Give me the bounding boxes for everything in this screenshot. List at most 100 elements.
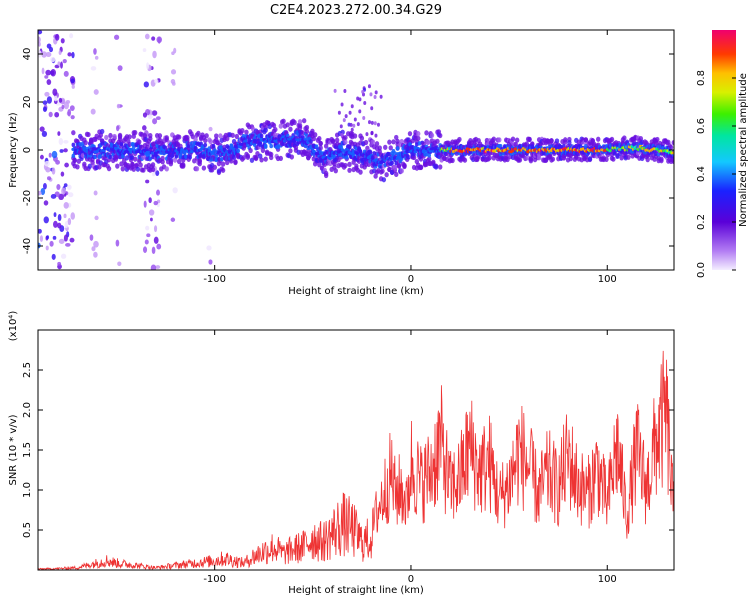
signal-halo [411,154,417,161]
signal-halo [240,127,245,134]
y-tick-label: 1.0 [22,482,33,498]
signal-halo [510,136,516,142]
noise-dot [63,183,68,188]
signal-halo [185,135,190,141]
signal-halo [203,137,208,144]
spectrogram-x-label: Height of straight line (km) [288,286,424,297]
signal-halo [438,164,443,170]
noise-dot [153,200,159,206]
signal-halo [127,134,132,140]
signal-band [269,143,274,149]
signal-halo [416,135,421,141]
outlier-dot [373,121,377,126]
outlier-dot [343,88,347,93]
noise-dot [90,66,97,71]
noise-dot [63,213,67,219]
signal-halo [370,139,376,145]
noise-dot [143,200,147,208]
noise-dot [40,187,46,196]
signal-halo [132,156,138,162]
snr-panel: -100 0 100 0.5 1.0 1.5 2.0 2.5 Height of strai… [8,311,675,596]
signal-halo [407,131,413,137]
outlier-dot [356,96,360,101]
outlier-dot [352,123,356,128]
noise-dot [147,114,153,120]
noise-dot [170,217,176,222]
outlier-dot [374,90,378,95]
signal-band [100,141,104,146]
outlier-dot [361,89,365,94]
signal-halo [587,156,593,162]
colorbar-ticks: 0.0 0.2 0.4 0.6 0.8 [696,70,736,278]
signal-halo [380,168,385,174]
noise-dot [57,213,62,222]
signal-halo [383,144,388,150]
signal-band [184,154,188,159]
signal-halo [137,139,142,145]
signal-halo [388,145,393,151]
outlier-dot [342,118,346,123]
signal-halo [225,159,230,166]
noise-dot [142,125,147,131]
signal-halo [86,131,91,138]
signal-halo [127,141,132,148]
signal-halo [333,168,338,174]
signal-halo [659,156,664,162]
signal-halo [472,152,477,159]
signal-halo [157,133,163,139]
signal-halo [671,158,674,165]
signal-halo [196,130,201,136]
outlier-dot [353,117,357,122]
signal-halo [269,151,274,158]
noise-dot [155,170,160,177]
signal-halo [285,122,290,128]
spectrogram-marks [38,30,674,270]
signal-core [671,151,674,155]
noise-dot [90,108,96,115]
outlier-dot [365,132,369,137]
signal-halo [97,164,102,170]
noise-dot [58,97,63,103]
colorbar-tick-label: 0.6 [696,118,707,134]
signal-halo [225,136,230,142]
noise-dot [51,167,56,175]
noise-dot [43,182,47,190]
noise-dot [116,103,121,109]
signal-halo [527,136,532,142]
signal-halo [373,173,378,179]
noise-dot [50,56,56,63]
signal-band [174,154,179,159]
noise-dot [94,55,99,60]
noise-dot [144,33,150,40]
noise-dot [64,162,69,168]
noise-dot [59,149,64,153]
signal-halo [668,144,674,150]
snr-y-label: SNR (10 * v/v) [8,414,19,485]
noise-dot [152,118,158,125]
outlier-dot [340,102,344,107]
noise-dot [41,67,45,75]
signal-halo [583,137,589,143]
outlier-dot [348,110,352,115]
signal-halo [289,154,295,160]
noise-dot [67,217,72,226]
signal-halo [117,132,123,138]
signal-band [148,156,153,161]
signal-band [632,142,636,147]
signal-halo [135,166,141,172]
signal-band [344,155,349,160]
signal-halo [626,154,631,160]
signal-halo [363,139,369,146]
noise-dot [150,264,157,270]
signal-halo [120,166,126,172]
signal-halo [655,136,660,143]
noise-dot [67,52,72,57]
noise-dot [171,81,176,86]
outlier-dot [369,92,373,97]
signal-band [309,139,313,144]
signal-halo [334,137,340,143]
colorbar-tick-label: 0.2 [696,214,707,230]
noise-dot [93,251,98,258]
signal-band [229,143,234,148]
